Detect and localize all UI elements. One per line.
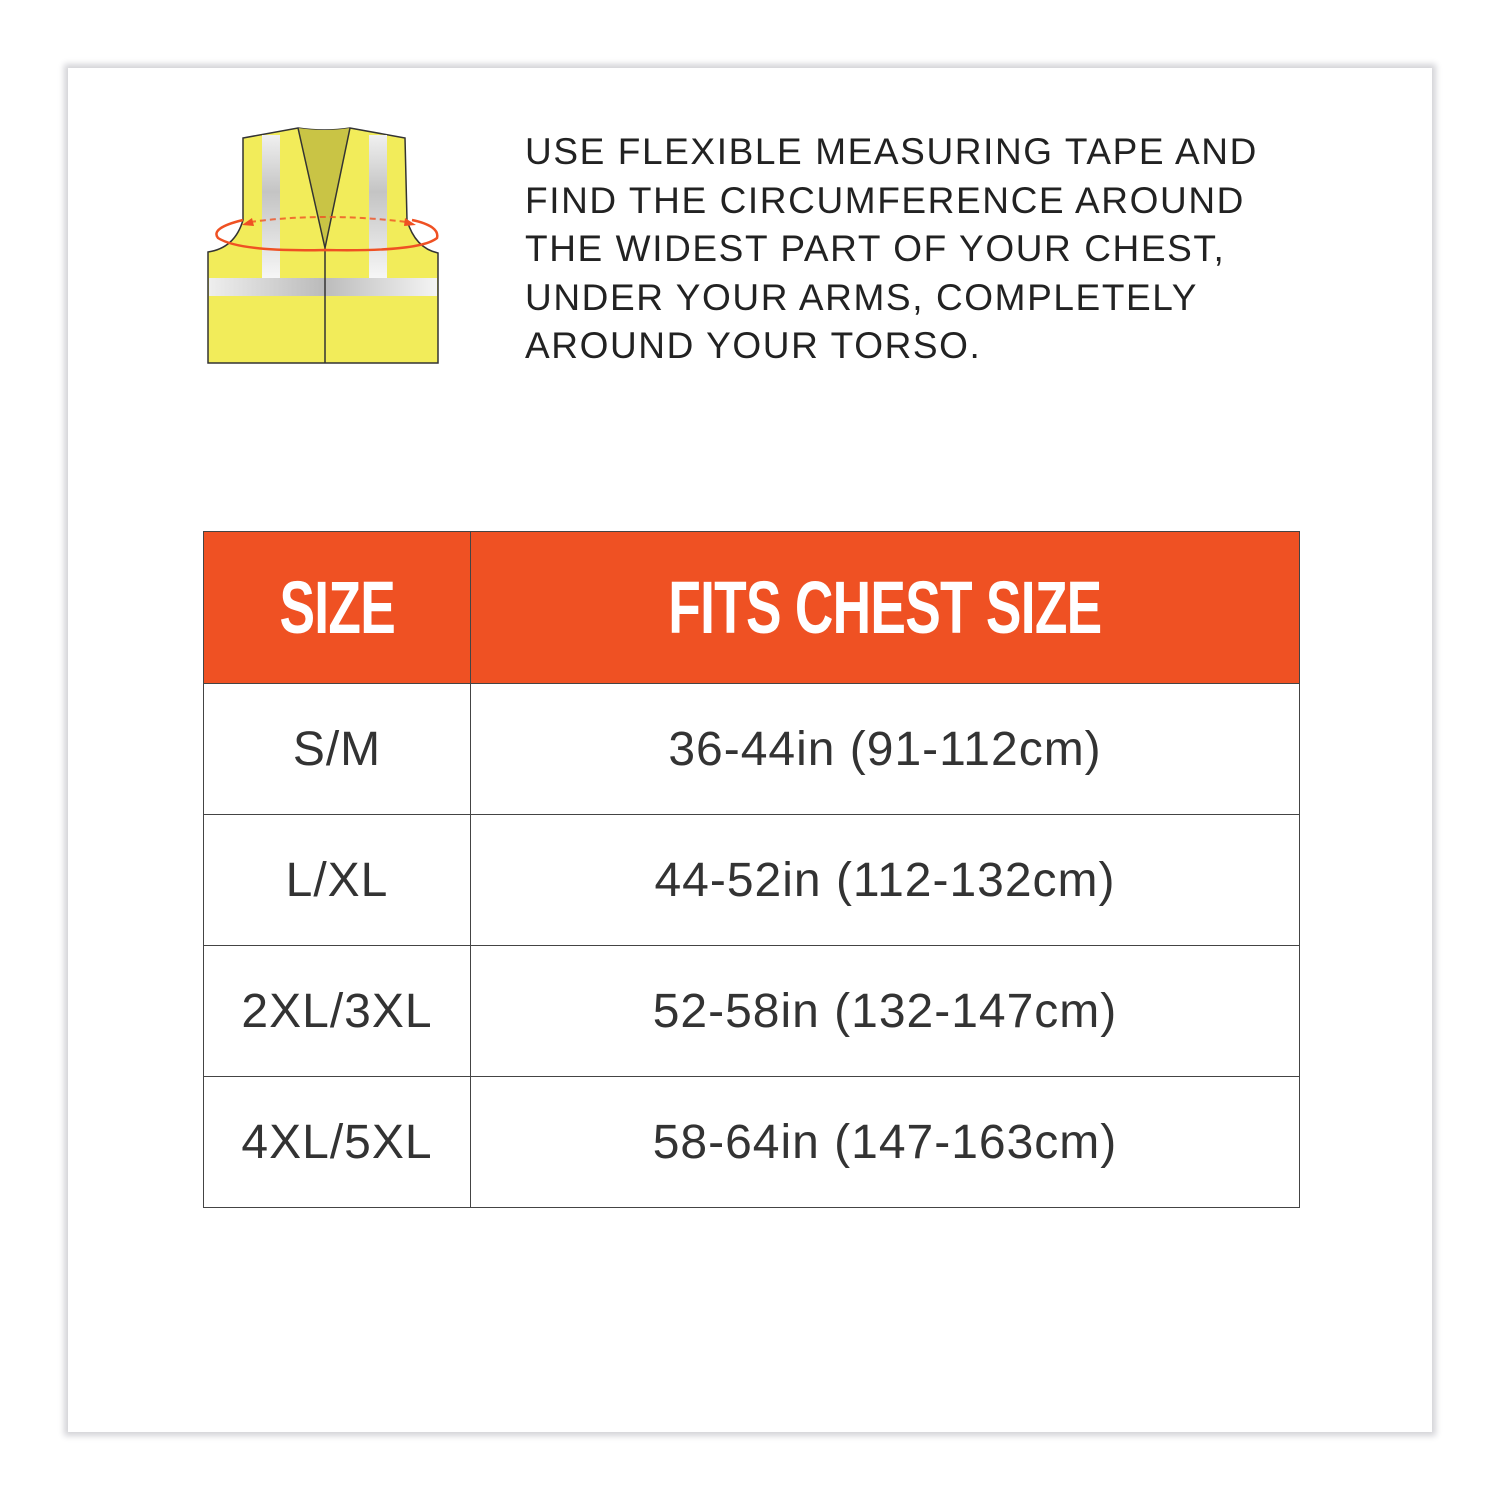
chest-cell: 44-52in (112-132cm)	[470, 814, 1300, 946]
instruction-line: AROUND YOUR TORSO.	[525, 325, 982, 366]
table-row: L/XL 44-52in (112-132cm)	[203, 814, 1300, 946]
measuring-instructions: USE FLEXIBLE MEASURING TAPE AND FIND THE…	[525, 128, 1258, 371]
chest-cell: 58-64in (147-163cm)	[470, 1076, 1300, 1208]
table-row: 2XL/3XL 52-58in (132-147cm)	[203, 945, 1300, 1077]
size-cell: L/XL	[203, 814, 471, 946]
header-size: SIZE	[203, 531, 471, 684]
chest-cell: 52-58in (132-147cm)	[470, 945, 1300, 1077]
safety-vest-icon	[207, 127, 439, 364]
size-cell: S/M	[203, 683, 471, 815]
table-header-row: SIZE FITS CHEST SIZE	[203, 531, 1300, 684]
instruction-line: UNDER YOUR ARMS, COMPLETELY	[525, 276, 1199, 318]
size-cell: 2XL/3XL	[203, 945, 471, 1077]
instruction-line: USE FLEXIBLE MEASURING TAPE AND	[525, 131, 1258, 172]
size-cell: 4XL/5XL	[203, 1076, 471, 1208]
header-chest-size: FITS CHEST SIZE	[470, 531, 1300, 684]
instruction-line: FIND THE CIRCUMFERENCE AROUND	[525, 179, 1245, 221]
table-row: S/M 36-44in (91-112cm)	[203, 683, 1300, 815]
table-row: 4XL/5XL 58-64in (147-163cm)	[203, 1076, 1300, 1208]
instruction-line: THE WIDEST PART OF YOUR CHEST,	[525, 228, 1226, 269]
chest-cell: 36-44in (91-112cm)	[470, 683, 1300, 815]
size-table: SIZE FITS CHEST SIZE S/M 36-44in (91-112…	[203, 531, 1300, 1208]
